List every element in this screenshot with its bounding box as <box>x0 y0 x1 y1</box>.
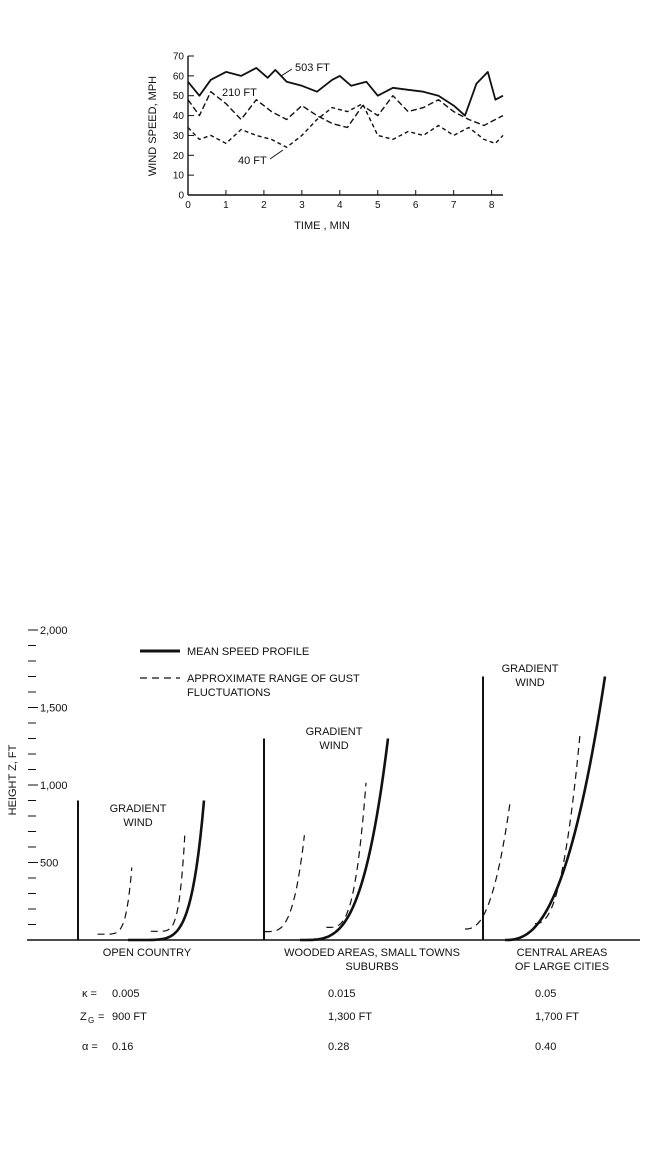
gust-range-curve <box>97 867 133 935</box>
mean-speed-profile <box>505 676 607 942</box>
series-label-210ft: 210 FT <box>222 87 257 99</box>
legend-mean-speed: MEAN SPEED PROFILE <box>187 646 309 658</box>
alpha-central: 0.40 <box>535 1041 556 1053</box>
height-axis-title: HEIGHT Z, FT <box>7 744 19 815</box>
x-tick-label: 6 <box>413 200 419 211</box>
x-tick-label: 7 <box>451 200 457 211</box>
x-tick-label: 4 <box>337 200 343 211</box>
height-tick-label: 500 <box>40 858 58 870</box>
gust-range-curve <box>465 802 511 930</box>
zg-label: Z <box>80 1011 87 1023</box>
kappa-wooded: 0.015 <box>328 988 356 1000</box>
gradient-wind-label: GRADIENT <box>306 726 363 738</box>
y-tick-label: 20 <box>173 151 185 162</box>
gradient-wind-label-line2: WIND <box>123 817 152 829</box>
zg-label-eq: = <box>98 1011 104 1023</box>
kappa-open: 0.005 <box>112 988 140 1000</box>
zg-wooded: 1,300 FT <box>328 1011 372 1023</box>
gust-range-curve <box>150 831 186 932</box>
y-axis-ticks: 0 10 20 30 40 50 60 70 0 1 2 3 4 5 6 7 8 <box>173 52 495 212</box>
legend-gust-line1: APPROXIMATE RANGE OF GUST <box>187 673 360 685</box>
gust-range-curve <box>534 734 581 925</box>
mean-speed-profile <box>300 738 390 942</box>
series-line-503ft <box>187 67 504 117</box>
series-leader-40ft <box>269 149 284 160</box>
kappa-label: κ = <box>82 988 97 1000</box>
zg-open: 900 FT <box>112 1011 147 1023</box>
x-axis-title: TIME , MIN <box>294 220 350 232</box>
y-tick-label: 10 <box>173 171 185 182</box>
series-label-503ft: 503 FT <box>295 62 330 74</box>
mean-speed-profile <box>128 800 206 942</box>
terrain-central-areas: CENTRAL AREAS <box>517 947 608 959</box>
y-tick-label: 50 <box>173 91 185 102</box>
series-label-40ft: 40 FT <box>238 155 267 167</box>
height-axis-ticks: 500 1,000 1,500 2,000 <box>28 625 68 925</box>
x-tick-label: 2 <box>261 200 267 211</box>
height-tick-label: 1,000 <box>40 780 68 792</box>
y-tick-label: 60 <box>173 71 185 82</box>
gradient-wind-label: GRADIENT <box>502 663 559 675</box>
kappa-central: 0.05 <box>535 988 556 1000</box>
y-tick-label: 30 <box>173 131 185 142</box>
terrain-wooded-areas-line2: SUBURBS <box>345 961 398 973</box>
series-line-210ft <box>187 90 504 129</box>
series-leader-503ft <box>280 68 293 77</box>
y-tick-label: 70 <box>173 52 185 63</box>
x-tick-label: 8 <box>489 200 495 211</box>
terrain-open-country: OPEN COUNTRY <box>103 947 192 959</box>
x-tick-label: 1 <box>223 200 229 211</box>
alpha-wooded: 0.28 <box>328 1041 349 1053</box>
terrain-profiles: GRADIENT WIND GRADIENT WIND GRADIENT WIND <box>77 663 607 942</box>
alpha-open: 0.16 <box>112 1041 133 1053</box>
terrain-central-areas-line2: OF LARGE CITIES <box>515 961 609 973</box>
gust-range-curve <box>264 835 305 933</box>
height-tick-label: 1,500 <box>40 703 68 715</box>
height-tick-label: 2,000 <box>40 625 68 637</box>
zg-label-sub: G <box>88 1016 94 1025</box>
gradient-wind-label-line2: WIND <box>319 740 348 752</box>
zg-central: 1,700 FT <box>535 1011 579 1023</box>
terrain-wooded-areas: WOODED AREAS, SMALL TOWNS <box>284 947 460 959</box>
legend-gust-line2: FLUCTUATIONS <box>187 687 271 699</box>
gradient-wind-label: GRADIENT <box>110 803 167 815</box>
y-tick-label: 40 <box>173 111 185 122</box>
gradient-wind-label-line2: WIND <box>515 677 544 689</box>
x-tick-label: 0 <box>185 200 191 211</box>
series-line-40ft <box>187 102 504 149</box>
x-tick-label: 5 <box>375 200 381 211</box>
alpha-label: α = <box>82 1041 98 1053</box>
gust-range-curve <box>326 782 367 929</box>
series-group <box>187 67 504 149</box>
y-tick-label: 0 <box>178 191 184 202</box>
y-axis-title: WIND SPEED, MPH <box>147 76 159 176</box>
wind-speed-time-chart: 0 10 20 30 40 50 60 70 0 1 2 3 4 5 6 7 8 503 FT 210 FT 4… <box>147 52 504 232</box>
x-tick-label: 3 <box>299 200 305 211</box>
